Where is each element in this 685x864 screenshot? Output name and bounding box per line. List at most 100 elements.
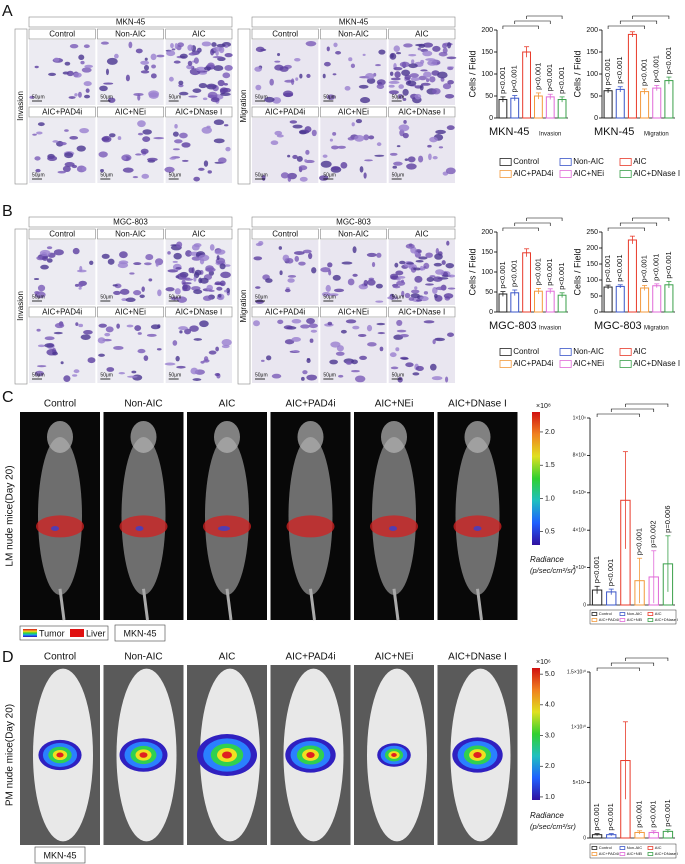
stained-cell	[401, 279, 405, 284]
stained-cell	[119, 251, 128, 259]
stained-cell	[335, 351, 345, 356]
group-label: Control	[272, 30, 298, 39]
stained-cell	[287, 175, 292, 182]
stained-cell	[37, 122, 45, 127]
stained-cell	[39, 249, 51, 257]
stained-cell	[100, 169, 104, 173]
stained-cell	[89, 260, 94, 265]
p-value-label: p<0.001	[640, 255, 649, 282]
stained-cell	[298, 165, 308, 171]
assay-label: Migration	[239, 90, 248, 123]
stained-cell	[199, 320, 209, 328]
stained-cell	[422, 50, 433, 57]
stained-cell	[292, 350, 300, 353]
legend-label: Control	[599, 845, 612, 850]
stained-cell	[179, 330, 183, 334]
stained-cell	[376, 79, 386, 86]
group-header	[251, 106, 319, 118]
stained-cell	[224, 64, 233, 71]
header-box	[28, 216, 233, 228]
bar	[615, 285, 625, 313]
mouse-tail	[309, 588, 316, 621]
stained-cell	[390, 77, 401, 81]
tumor-signal	[218, 525, 230, 531]
group-label: AIC	[415, 230, 429, 239]
color-tick-label: 2.0	[545, 429, 555, 436]
legend-label: AIC+NEi	[573, 169, 604, 178]
stained-cell	[399, 260, 406, 265]
bar	[640, 91, 650, 119]
group-label: AIC+PAD4i	[285, 652, 335, 663]
stained-cell	[359, 355, 367, 360]
stained-cell	[60, 361, 64, 365]
stained-cell	[420, 59, 425, 64]
legend-swatch	[619, 618, 626, 622]
stained-cell	[347, 137, 355, 141]
stained-cell	[329, 359, 338, 365]
y-tick-label: 250	[586, 229, 598, 236]
stained-cell	[374, 154, 385, 157]
y-tick-label: 0	[594, 309, 598, 316]
stained-cell	[301, 376, 305, 381]
stained-cell	[351, 122, 355, 127]
stained-cell	[150, 53, 157, 61]
stained-cell	[127, 375, 138, 378]
stained-cell	[425, 78, 430, 83]
stained-cell	[178, 84, 184, 88]
stained-cell	[411, 59, 415, 64]
scale-bar-label: 50μm	[100, 94, 113, 100]
model-label: PM nude mice(Day 20)	[5, 704, 16, 806]
stained-cell	[193, 289, 203, 295]
y-tick-label: 200	[586, 27, 598, 34]
stained-cell	[52, 351, 58, 356]
stained-cell	[398, 124, 410, 132]
legend-swatch	[559, 170, 572, 178]
y-tick-label: 50	[485, 93, 493, 100]
legend-label: AIC+PAD4i	[599, 851, 619, 856]
stained-cell	[418, 155, 424, 163]
stained-cell	[355, 119, 363, 124]
stained-cell	[393, 45, 400, 53]
stained-cell	[405, 243, 415, 249]
color-bar	[532, 668, 540, 800]
stained-cell	[213, 119, 225, 126]
stained-cell	[170, 296, 179, 301]
legend-label: AIC+PAD4i	[513, 359, 553, 368]
legend-swatch	[591, 846, 598, 850]
stained-cell	[442, 83, 452, 90]
legend-label: AIC+DNase I	[655, 617, 678, 622]
comparison-bracket	[596, 413, 640, 417]
group-header	[388, 28, 456, 40]
stained-cell	[172, 148, 180, 151]
stained-cell	[270, 140, 279, 145]
stained-cell	[33, 277, 40, 281]
group-label: AIC+DNase I	[398, 308, 445, 317]
stained-cell	[133, 290, 142, 296]
stained-cell	[81, 67, 92, 73]
stained-cell	[44, 343, 55, 348]
stained-cell	[133, 262, 142, 266]
stained-cell	[210, 48, 215, 56]
stained-cell	[337, 145, 346, 149]
stained-cell	[175, 266, 182, 270]
stained-cell	[390, 366, 399, 370]
stained-cell	[409, 73, 419, 78]
stained-cell	[366, 252, 377, 257]
scale-bar-label: 50μm	[255, 294, 268, 300]
stained-cell	[397, 94, 404, 100]
stained-cell	[125, 74, 130, 82]
stained-cell	[265, 278, 273, 283]
stained-cell	[397, 376, 403, 383]
stained-cell	[100, 41, 109, 45]
group-header	[320, 306, 387, 318]
stained-cell	[375, 300, 384, 303]
stained-cell	[445, 376, 449, 383]
stained-cell	[218, 157, 227, 164]
stained-cell	[397, 276, 406, 279]
stained-cell	[113, 290, 121, 296]
stained-cell	[97, 337, 106, 344]
color-tick-label: 3.0	[545, 732, 555, 739]
stained-cell	[212, 46, 223, 52]
scale-bar-label: 50μm	[100, 372, 113, 378]
stained-cell	[396, 145, 401, 148]
